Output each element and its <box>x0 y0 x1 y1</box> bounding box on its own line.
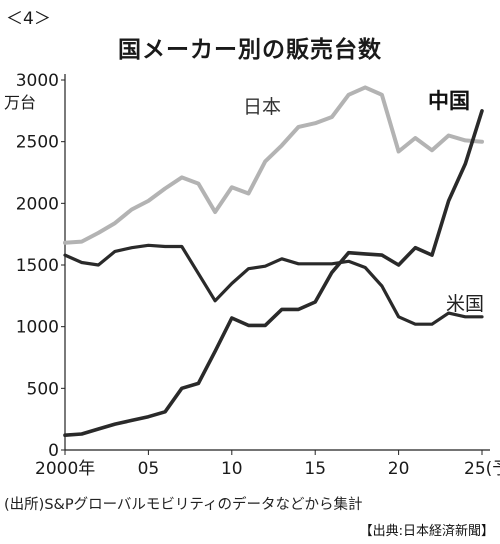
y-tick-label: 2500 <box>16 133 59 153</box>
x-tick-label: 05 <box>138 459 160 479</box>
series-label-china: 中国 <box>428 89 470 113</box>
credit-line: 【出典:日本経済新聞】 <box>359 524 494 539</box>
y-tick-label: 1000 <box>16 318 59 338</box>
x-tick-label: 10 <box>221 459 243 479</box>
y-tick-label: 0 <box>48 441 59 461</box>
series-line-japan <box>63 85 484 245</box>
y-tick-label: 2000 <box>16 194 59 214</box>
chart-title: 国メーカー別の販売台数 <box>118 37 382 63</box>
figure-number: ＜4＞ <box>6 9 51 29</box>
x-tick-label: 2000年 <box>35 459 95 479</box>
y-tick-label: 500 <box>27 379 59 399</box>
x-tick-label: 25(予) <box>464 459 500 479</box>
series-label-usa: 米国 <box>446 293 484 315</box>
y-tick-label: 3000 <box>16 71 59 91</box>
y-axis-unit-label: 万台 <box>4 93 36 112</box>
y-tick-label: 1500 <box>16 256 59 276</box>
series-label-japan: 日本 <box>243 96 281 118</box>
source-note: (出所)S&Pグローバルモビリティのデータなどから集計 <box>4 497 363 513</box>
x-tick-label: 15 <box>304 459 326 479</box>
x-tick-label: 20 <box>388 459 410 479</box>
series-line-china <box>63 109 484 438</box>
series-line-usa <box>63 243 484 326</box>
